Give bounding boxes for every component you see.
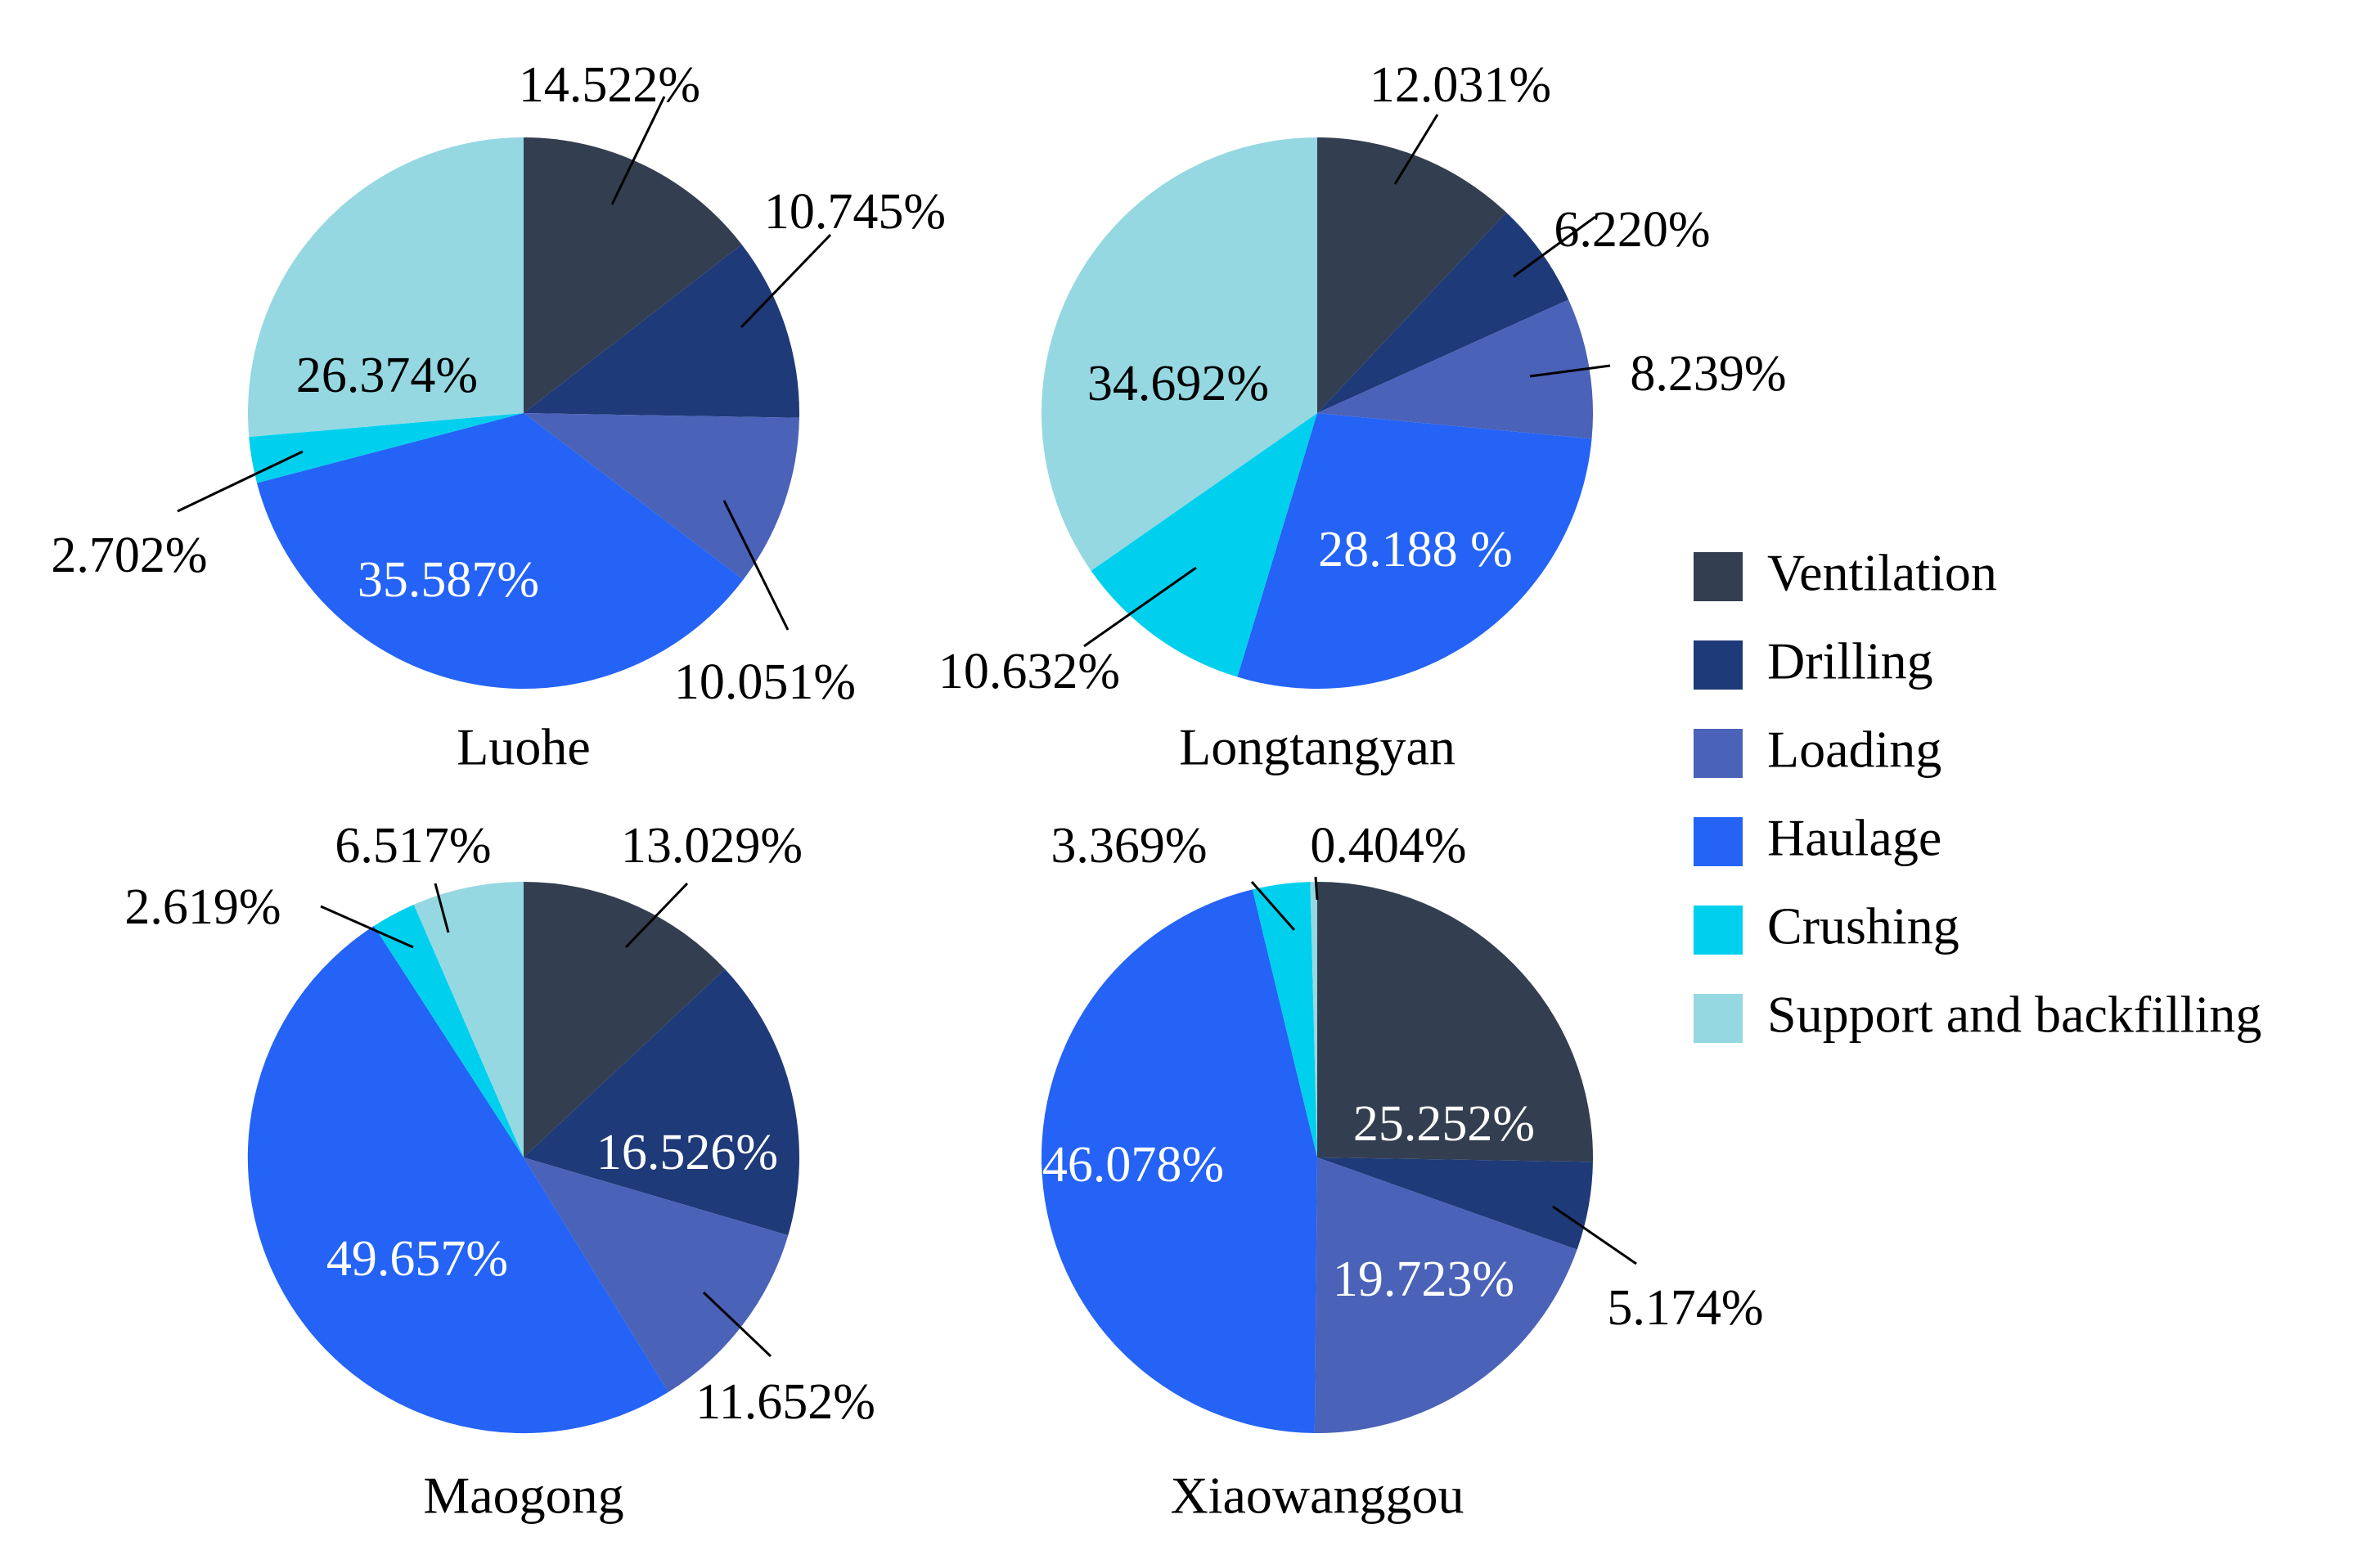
- pie-slice-loading: [524, 413, 799, 580]
- leader-line: [320, 905, 414, 949]
- data-label: 2.702%: [51, 528, 207, 583]
- pie-slice-loading: [1317, 299, 1594, 439]
- legend-item-support-and-backfilling: Support and backfilling: [1694, 986, 2261, 1044]
- leader-line: [1250, 881, 1296, 931]
- legend-item-crushing: Crushing: [1694, 897, 1959, 955]
- leader-line: [1393, 114, 1439, 185]
- pie-slice-ventilation: [1317, 882, 1594, 1162]
- data-label: 3.369%: [1051, 818, 1207, 874]
- legend-item-loading: Loading: [1694, 721, 1941, 779]
- legend-label: Support and backfilling: [1767, 986, 2261, 1044]
- pie-title: Luohe: [457, 718, 591, 776]
- data-label: 2.619%: [124, 879, 281, 935]
- data-label: 10.632%: [938, 644, 1120, 699]
- data-label: 46.078%: [1042, 1137, 1224, 1193]
- pie-slice-ventilation: [524, 882, 726, 1157]
- leader-line: [1083, 566, 1197, 648]
- pie-slice-drilling: [1317, 1157, 1593, 1250]
- data-label: 10.051%: [674, 654, 856, 710]
- pie-slice-crushing: [1252, 882, 1317, 1157]
- data-label: 6.517%: [335, 818, 491, 874]
- data-label: 11.652%: [695, 1374, 875, 1430]
- legend-swatch: [1694, 640, 1743, 690]
- pie-slice-drilling: [524, 969, 799, 1236]
- pie-longtangyan: 12.031% 6.220% 8.239% 28.188 % 10.632% 34.692…: [938, 57, 1787, 775]
- pie-slice-support-and-backfilling: [247, 137, 524, 438]
- legend-swatch: [1694, 729, 1743, 778]
- legend-swatch: [1694, 994, 1743, 1043]
- data-label: 28.188 %: [1318, 522, 1513, 578]
- leader-line: [702, 1291, 772, 1358]
- legend-item-drilling: Drilling: [1694, 632, 1933, 690]
- pie-title: Maogong: [423, 1467, 623, 1525]
- leader-line: [177, 450, 304, 513]
- legend-label: Drilling: [1767, 632, 1933, 690]
- data-label: 10.745%: [764, 184, 946, 240]
- data-label: 13.029%: [621, 818, 803, 874]
- pie-slice-drilling: [524, 244, 799, 418]
- leader-line: [1314, 876, 1319, 901]
- pie-slice-crushing: [249, 413, 524, 483]
- data-label: 6.220%: [1554, 202, 1710, 258]
- pie-slice-haulage: [1042, 889, 1317, 1433]
- legend-item-haulage: Haulage: [1694, 809, 1941, 867]
- legend-label: Haulage: [1767, 809, 1941, 867]
- leader-line: [740, 233, 832, 329]
- pie-slice-haulage: [247, 926, 668, 1434]
- pie-slice-ventilation: [524, 137, 742, 413]
- pie-title: Xiaowanggou: [1170, 1467, 1464, 1525]
- data-label: 16.526%: [596, 1125, 778, 1180]
- pie-slice-haulage: [257, 413, 744, 689]
- pie-slice-crushing: [374, 904, 524, 1157]
- pie-slice-loading: [1314, 1157, 1577, 1434]
- pie-slice-ventilation: [1317, 137, 1507, 413]
- pie-slice-loading: [524, 1157, 789, 1392]
- pie-luohe: 14.522% 10.745% 10.051% 35.587% 2.702% 26.374…: [51, 57, 946, 775]
- legend-swatch: [1694, 552, 1743, 601]
- pie-title: Longtangyan: [1179, 718, 1455, 776]
- data-label: 49.657%: [326, 1231, 508, 1287]
- data-label: 35.587%: [358, 552, 539, 608]
- legend-item-ventilation: Ventilation: [1694, 544, 1997, 602]
- data-label: 14.522%: [519, 57, 700, 113]
- pie-slice-crushing: [1091, 413, 1317, 677]
- data-label: 0.404%: [1310, 818, 1466, 874]
- data-label: 5.174%: [1607, 1280, 1763, 1336]
- data-label: 19.723%: [1333, 1252, 1514, 1307]
- leader-line: [1552, 1205, 1637, 1265]
- pie-slice-support-and-backfilling: [413, 882, 524, 1157]
- data-label: 12.031%: [1370, 57, 1551, 113]
- legend-label: Ventilation: [1767, 544, 1997, 602]
- pie-xiaowanggou: 25.252% 5.174% 19.723% 46.078% 3.369% 0.404% X…: [1042, 818, 1764, 1525]
- leader-line: [624, 882, 689, 949]
- data-label: 8.239%: [1630, 346, 1786, 402]
- legend-swatch: [1694, 906, 1743, 955]
- pie-slice-support-and-backfilling: [1310, 882, 1317, 1157]
- leader-line: [722, 500, 790, 631]
- data-label: 26.374%: [296, 348, 478, 403]
- legend-label: Loading: [1767, 721, 1941, 779]
- leader-line: [1513, 215, 1596, 278]
- leader-line: [1529, 364, 1611, 378]
- pie-slice-drilling: [1317, 212, 1569, 413]
- pie-slice-support-and-backfilling: [1041, 137, 1317, 571]
- legend: Ventilation Drilling Loading Haulage Crushin…: [1694, 544, 2261, 1044]
- leader-line: [610, 96, 666, 205]
- data-label: 25.252%: [1353, 1096, 1535, 1152]
- legend-label: Crushing: [1767, 897, 1959, 955]
- leader-line: [434, 883, 450, 933]
- pie-maogong: 13.029% 16.526% 11.652% 49.657% 2.619% 6.517%…: [124, 818, 875, 1524]
- legend-swatch: [1694, 817, 1743, 866]
- data-label: 34.692%: [1087, 356, 1269, 411]
- pie-slice-haulage: [1237, 413, 1592, 689]
